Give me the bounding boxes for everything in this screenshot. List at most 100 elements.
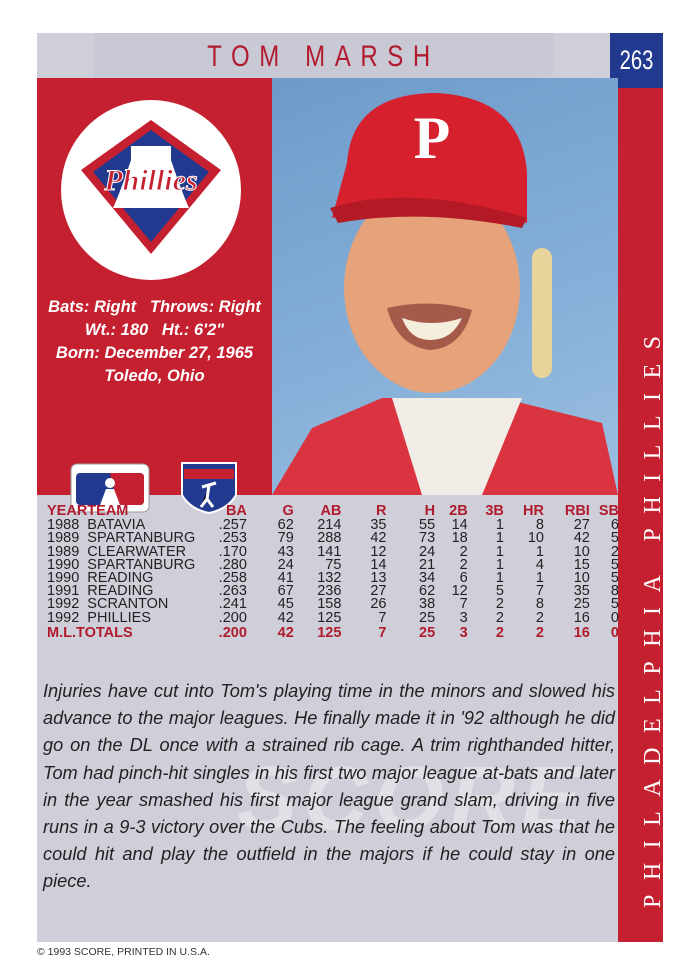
stat-cell: 8 — [610, 583, 619, 600]
stat-cell: 27 — [573, 517, 590, 534]
stat-cell: 25 — [419, 609, 436, 626]
mlb-license-icon — [70, 463, 150, 513]
stat-cell: 1 — [495, 570, 504, 587]
column-header-team: TEAM — [87, 503, 129, 519]
stat-cell: 62 — [419, 583, 436, 600]
players-association-icon — [181, 462, 237, 515]
stat-cell: CLEARWATER — [87, 543, 187, 560]
stat-cell: 1989 — [47, 543, 80, 560]
stat-cell: .258 — [218, 570, 247, 587]
stat-cell: 158 — [317, 596, 342, 613]
stat-cell: 10 — [573, 543, 590, 560]
totals-cell: 2 — [495, 624, 504, 641]
stat-cell: 3 — [459, 609, 468, 626]
totals-cell: 16 — [573, 624, 590, 641]
stat-cell: 1990 — [47, 556, 80, 573]
card-back: TOM MARSH 263 Phillies Bats: Right Throw… — [37, 33, 666, 942]
stat-cell: 1988 — [47, 517, 80, 534]
stat-cell: 5 — [610, 556, 619, 573]
stat-cell: 35 — [573, 583, 590, 600]
stat-cell: 125 — [317, 609, 342, 626]
stats-row: 1992 SCRANTON .241 45 158 26 38 7 2 8 25 5 — [47, 596, 619, 613]
stats-table: YEAR TEAM BA G AB R H 2B 3B HR RBI SB 1988 BATAVIA .2… — [37, 503, 619, 641]
stat-cell: 45 — [277, 596, 294, 613]
stat-cell: 2 — [495, 596, 504, 613]
svg-text:P: P — [414, 105, 451, 171]
stat-cell: 7 — [535, 583, 544, 600]
column-header-hr: HR — [523, 503, 544, 519]
column-header-h: H — [424, 503, 436, 519]
totals-cell: 42 — [277, 624, 294, 641]
stat-cell: SPARTANBURG — [87, 556, 196, 573]
player-photo: P — [272, 78, 618, 495]
stat-cell: 288 — [317, 530, 342, 547]
stat-cell: 14 — [370, 556, 387, 573]
stat-cell: 14 — [451, 517, 468, 534]
stat-cell: 15 — [573, 556, 590, 573]
player-name: TOM MARSH — [94, 33, 553, 78]
totals-cell: 3 — [459, 624, 468, 641]
stat-cell: 41 — [277, 570, 294, 587]
stats-row: 1990 READING .258 41 132 13 34 6 1 1 10 5 — [47, 570, 619, 587]
column-header-year: YEAR — [47, 503, 88, 519]
score-watermark: SCORE — [237, 749, 588, 849]
team-name-strip: PHILADELPHIA PHILLIES — [618, 88, 666, 942]
stat-cell: 26 — [370, 596, 387, 613]
stat-cell: .280 — [218, 556, 247, 573]
stat-cell: 1 — [495, 543, 504, 560]
stat-cell: 18 — [451, 530, 468, 547]
stat-cell: 214 — [317, 517, 342, 534]
stat-cell: 1992 — [47, 596, 80, 613]
stat-cell: 1 — [495, 530, 504, 547]
weight-height: Wt.: 180 Ht.: 6'2" — [84, 321, 225, 339]
stat-cell: .257 — [218, 517, 247, 534]
stat-cell: 67 — [277, 583, 294, 600]
stat-cell: 5 — [610, 570, 619, 587]
stats-row: 1990 SPARTANBURG .280 24 75 14 21 2 1 4 15 5 — [47, 556, 619, 573]
stats-row: 1992 PHILLIES .200 42 125 7 25 3 2 2 16 0 — [47, 609, 619, 626]
totals-row: M.L.TOTALS .200 42 125 7 25 3 2 2 16 0 — [47, 625, 619, 640]
stat-cell: 16 — [573, 609, 590, 626]
copyright: © 1993 SCORE, PRINTED IN U.S.A. — [37, 946, 210, 958]
stat-cell: PHILLIES — [87, 609, 151, 626]
stat-cell: 38 — [419, 596, 436, 613]
stat-cell: 42 — [277, 609, 294, 626]
stats-row: 1991 READING .263 67 236 27 62 12 5 7 35 8 — [47, 583, 619, 600]
stat-cell: 55 — [419, 517, 436, 534]
stat-cell: 1991 — [47, 583, 80, 600]
info-panel: Phillies Bats: Right Throws: Right Wt.: … — [37, 78, 272, 515]
stat-cell: 6 — [610, 517, 619, 534]
player-biography: Injuries have cut into Tom's playing tim… — [43, 681, 615, 892]
stat-cell: 12 — [451, 583, 468, 600]
totals-cell: 125 — [317, 624, 342, 641]
stat-cell: 75 — [325, 556, 342, 573]
column-header-rbi: RBI — [564, 503, 590, 519]
stat-cell: 2 — [459, 543, 468, 560]
bats-throws: Bats: Right Throws: Right — [48, 298, 261, 316]
stat-cell: 5 — [610, 530, 619, 547]
stat-cell: 21 — [419, 556, 436, 573]
stat-cell: 236 — [317, 583, 342, 600]
stat-cell: 5 — [495, 583, 504, 600]
totals-cell: 0 — [610, 624, 619, 641]
hometown: Toledo, Ohio — [104, 367, 205, 385]
stat-cell: 2 — [535, 609, 544, 626]
stat-cell: 1992 — [47, 609, 80, 626]
stat-cell: 7 — [459, 596, 468, 613]
stat-cell: .170 — [218, 543, 247, 560]
stat-cell: 35 — [370, 517, 387, 534]
totals-cell: M.L.TOTALS — [47, 624, 133, 641]
player-vitals: Bats: Right Throws: Right Wt.: 180 Ht.: … — [37, 296, 272, 388]
stat-cell: 12 — [370, 543, 387, 560]
stat-cell: 73 — [419, 530, 436, 547]
totals-cell: 7 — [378, 624, 387, 641]
stat-cell: 42 — [370, 530, 387, 547]
stat-cell: 10 — [573, 570, 590, 587]
stat-cell: 132 — [317, 570, 342, 587]
stat-cell: READING — [87, 570, 154, 587]
totals-cell: 2 — [535, 624, 544, 641]
stat-cell: 1 — [495, 517, 504, 534]
stats-row: 1988 BATAVIA .257 62 214 35 55 14 1 8 27 6 — [47, 517, 619, 534]
column-header-2b: 2B — [449, 503, 468, 519]
stat-cell: 79 — [277, 530, 294, 547]
